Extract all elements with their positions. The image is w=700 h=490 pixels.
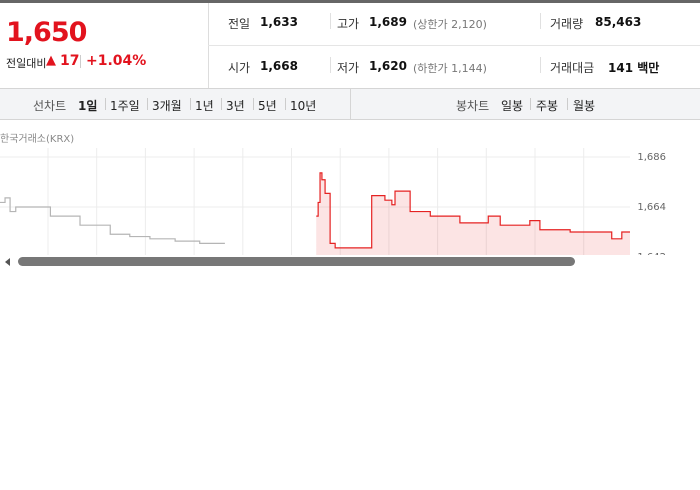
stat-value: 1,633 xyxy=(260,15,298,29)
period-tab[interactable]: 1일 xyxy=(78,99,98,113)
y-tick-label: 1,642 xyxy=(637,252,666,263)
divider xyxy=(285,98,286,110)
candle-tab[interactable]: 주봉 xyxy=(536,99,559,113)
divider xyxy=(147,98,148,110)
stat-value: 1,668 xyxy=(260,59,298,73)
divider xyxy=(530,98,531,110)
chart: 1,686 1,664 1,642 xyxy=(0,148,666,266)
line-chart-label: 선차트 xyxy=(33,99,67,113)
period-tab[interactable]: 10년 xyxy=(290,99,317,113)
divider xyxy=(190,98,191,110)
candle-chart-label: 봉차트 xyxy=(456,99,490,113)
period-tab[interactable]: 3개월 xyxy=(152,99,182,113)
source: 한국거래소(KRX) xyxy=(0,134,75,145)
divider xyxy=(567,98,568,110)
stat-value: 85,463 xyxy=(595,15,642,29)
change-rate: +1.04% xyxy=(86,53,147,69)
price: 1,650 xyxy=(6,17,87,48)
divider xyxy=(80,55,81,68)
change-label: 전일대비 xyxy=(6,57,47,70)
stat-note: (상한가 2,120) xyxy=(413,18,487,31)
divider xyxy=(350,88,351,120)
stat-label: 고가 xyxy=(337,17,360,31)
change: 17 xyxy=(60,53,80,69)
candle-tab[interactable]: 일봉 xyxy=(501,99,524,113)
price-line xyxy=(0,197,225,244)
stat-label: 거래대금 xyxy=(550,61,595,75)
period-tab[interactable]: 1주일 xyxy=(110,99,140,113)
period-tab[interactable]: 1년 xyxy=(195,99,214,113)
stat-label: 시가 xyxy=(228,61,251,75)
y-tick-label: 1,686 xyxy=(637,152,666,163)
period-tab[interactable]: 5년 xyxy=(258,99,277,113)
stat-label: 저가 xyxy=(337,61,360,75)
divider xyxy=(330,57,331,73)
stat-value: 1,689 xyxy=(369,15,407,29)
stat-label: 거래량 xyxy=(550,17,584,31)
scroll-arrow[interactable] xyxy=(5,258,10,266)
period-tab[interactable]: 3년 xyxy=(226,99,245,113)
divider xyxy=(330,13,331,29)
scrollbar[interactable] xyxy=(18,257,575,266)
divider xyxy=(208,45,700,46)
stat-note: (하한가 1,144) xyxy=(413,62,487,75)
stat-value: 1,620 xyxy=(369,59,407,73)
divider xyxy=(221,98,222,110)
price-line xyxy=(316,172,630,249)
divider xyxy=(105,98,106,110)
area xyxy=(316,172,630,255)
divider xyxy=(540,13,541,29)
stat-label: 전일 xyxy=(228,17,251,31)
divider xyxy=(253,98,254,110)
top-border xyxy=(0,0,700,3)
divider xyxy=(540,57,541,73)
up-arrow: ▲ xyxy=(46,53,56,68)
y-tick-label: 1,664 xyxy=(637,202,666,213)
candle-tab[interactable]: 월봉 xyxy=(573,99,596,113)
stat-value: 141 백만 xyxy=(608,61,660,75)
